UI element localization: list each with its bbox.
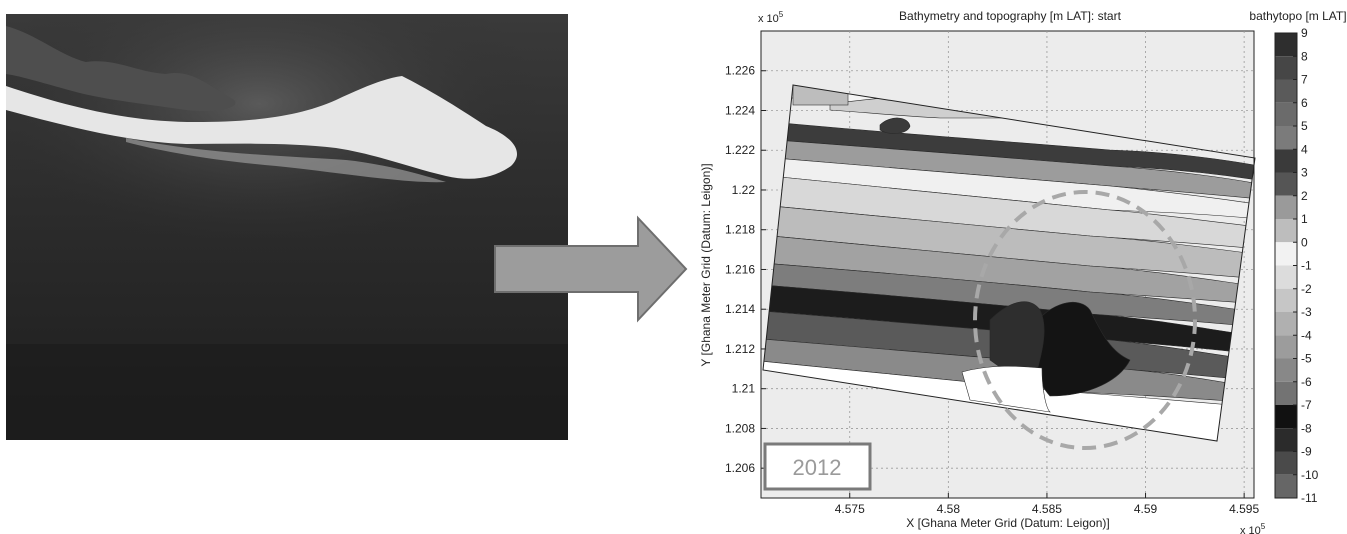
colorbar-tick-label: 0 (1301, 235, 1308, 249)
colorbar-segment (1275, 428, 1297, 452)
colorbar-tick-label: -10 (1301, 468, 1319, 482)
colorbar-tick-label: -9 (1301, 445, 1312, 459)
contour-band (961, 365, 1051, 413)
y-tick-label: 1.206 (725, 461, 755, 475)
colorbar-label: bathytopo [m LAT] (1249, 9, 1346, 23)
contour-band (879, 117, 911, 134)
colorbar-segment (1275, 242, 1297, 266)
x-axis-label: X [Ghana Meter Grid (Datum: Leigon)] (906, 516, 1109, 530)
x-tick-label: 4.575 (835, 502, 865, 516)
arrow-shape (494, 215, 688, 323)
y-tick-label: 1.218 (725, 223, 755, 237)
y-tick-label: 1.216 (725, 262, 755, 276)
colorbar-segment (1275, 265, 1297, 289)
colorbar-segment (1275, 358, 1297, 382)
colorbar-segment (1275, 381, 1297, 405)
colorbar-segment (1275, 312, 1297, 336)
colorbar-segment (1275, 33, 1297, 57)
colorbar-segment (1275, 56, 1297, 80)
vegetation (6, 26, 236, 112)
aerial-photo (6, 14, 568, 440)
bathymetry-chart: Bathymetry and topography [m LAT]: start… (699, 9, 1347, 534)
colorbar-segment (1275, 405, 1297, 429)
colorbar-tick-label: 8 (1301, 49, 1308, 63)
colorbar-tick-label: -4 (1301, 328, 1312, 342)
highlight-ellipse (973, 190, 1197, 450)
colorbar-tick-label: 2 (1301, 189, 1308, 203)
y-tick-label: 1.222 (725, 143, 755, 157)
y-tick-label: 1.212 (725, 342, 755, 356)
right-arrow-icon (494, 215, 688, 323)
colorbar-tick-label: -1 (1301, 259, 1312, 273)
colorbar-tick-label: 4 (1301, 142, 1308, 156)
sandspit (6, 76, 518, 179)
y-tick-label: 1.226 (725, 64, 755, 78)
colorbar-segment (1275, 288, 1297, 312)
colorbar-tick-label: 6 (1301, 96, 1308, 110)
colorbar-tick-label: -7 (1301, 398, 1312, 412)
x-exponent-label: x 105 (1240, 522, 1266, 534)
colorbar-tick-label: -11 (1301, 491, 1318, 505)
year-box (763, 442, 872, 491)
x-tick-label: 4.585 (1032, 502, 1062, 516)
colorbar-segment (1275, 149, 1297, 173)
colorbar-segment (1275, 195, 1297, 219)
colorbar-tick-label: -8 (1301, 421, 1312, 435)
colorbar-tick-label: 9 (1301, 26, 1308, 40)
colorbar-tick-label: -2 (1301, 282, 1312, 296)
y-tick-label: 1.21 (732, 382, 756, 396)
colorbar-segment (1275, 79, 1297, 103)
y-axis-ticks: 1.206 1.208 1.21 1.212 1.214 1.216 1.218 1.22 1.… (725, 64, 766, 475)
colorbar-segment (1275, 474, 1297, 498)
deep-water (6, 344, 568, 440)
y-tick-label: 1.208 (725, 421, 755, 435)
y-axis-label: Y [Ghana Meter Grid (Datum: Leigon)] (699, 163, 713, 366)
colorbar-tick-label: -5 (1301, 352, 1312, 366)
y-tick-label: 1.224 (725, 103, 755, 117)
x-axis-ticks: 4.575 4.58 4.585 4.59 4.595 (835, 493, 1259, 516)
colorbar-segment (1275, 172, 1297, 196)
colorbar-tick-label: 3 (1301, 166, 1308, 180)
colorbar-tick-label: 5 (1301, 119, 1308, 133)
year-label: 2012 (793, 455, 842, 480)
chart-title: Bathymetry and topography [m LAT]: start (899, 9, 1122, 23)
colorbar: 9 8 7 6 5 4 3 2 1 0 -1 -2 -3 -4 -5 -6 -7 -8 -9 -10 -11 (1274, 26, 1319, 505)
x-tick-label: 4.58 (937, 502, 961, 516)
colorbar-segment (1275, 102, 1297, 126)
spit-shadow (126, 138, 446, 183)
colorbar-segment (1275, 335, 1297, 359)
colorbar-tick-label: 1 (1301, 212, 1308, 226)
colorbar-segment (1275, 219, 1297, 243)
y-tick-label: 1.22 (732, 183, 756, 197)
colorbar-segment (1275, 451, 1297, 475)
y-tick-label: 1.214 (725, 302, 755, 316)
x-tick-label: 4.595 (1229, 502, 1259, 516)
colorbar-segment (1275, 126, 1297, 150)
model-domain-outline (762, 84, 1256, 442)
x-tick-label: 4.59 (1134, 502, 1158, 516)
y-exponent-label: x 105 (758, 10, 784, 25)
colorbar-tick-label: 7 (1301, 73, 1308, 87)
colorbar-tick-label: -3 (1301, 305, 1312, 319)
colorbar-tick-label: -6 (1301, 375, 1312, 389)
